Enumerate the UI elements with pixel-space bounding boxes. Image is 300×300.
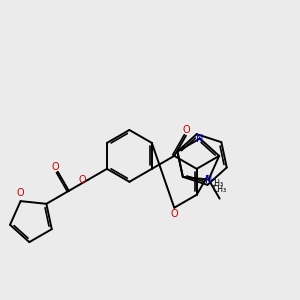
Text: CH₃: CH₃	[213, 185, 227, 194]
Text: O: O	[51, 162, 59, 172]
Text: O: O	[17, 188, 24, 198]
Text: N: N	[196, 134, 204, 144]
Text: O: O	[170, 209, 178, 219]
Text: O: O	[182, 125, 190, 135]
Text: O: O	[79, 175, 86, 185]
Text: CH₃: CH₃	[209, 179, 223, 188]
Text: N: N	[205, 175, 212, 184]
